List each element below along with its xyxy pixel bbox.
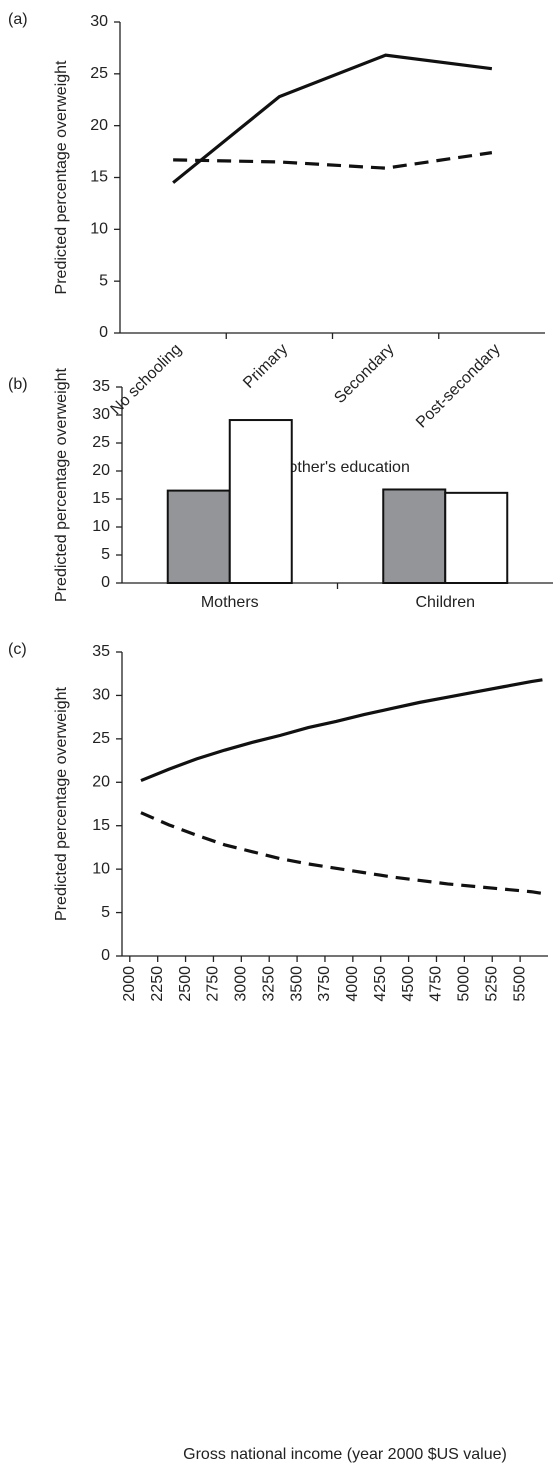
x-tick-label: Post-secondary (413, 341, 504, 432)
y-tick-label: 10 (90, 221, 108, 238)
y-tick-label: 35 (92, 643, 110, 660)
y-tick-label: 25 (92, 730, 110, 747)
y-tick-label: 5 (101, 546, 110, 563)
x-tick-label: 4000 (344, 966, 361, 1002)
x-tick-label: Primary (240, 341, 291, 392)
x-tick-label: 2000 (121, 966, 138, 1002)
bar (166, 489, 231, 585)
line-series (140, 811, 543, 896)
line-series (140, 678, 543, 783)
y-tick-label: 5 (99, 272, 108, 289)
x-tick-label: Mothers (201, 594, 259, 611)
x-tick-label: 2750 (205, 966, 222, 1002)
y-tick-label: 30 (92, 687, 110, 704)
x-tick-label: 5500 (511, 966, 528, 1002)
y-tick-label: 5 (101, 904, 110, 921)
y-tick-label: 20 (92, 462, 110, 479)
x-tick-label: 4500 (400, 966, 417, 1002)
y-tick-label: 30 (90, 13, 108, 30)
bar (382, 488, 447, 585)
y-tick-label: 10 (92, 518, 110, 535)
panel-label: (c) (8, 641, 27, 658)
y-axis-label: Predicted percentage overweight (53, 367, 70, 601)
y-axis-label: Predicted percentage overweight (53, 60, 70, 294)
x-tick-label: 3000 (233, 966, 250, 1002)
x-tick-label: No schooling (108, 341, 185, 418)
y-tick-label: 25 (92, 434, 110, 451)
x-tick-label: 2500 (177, 966, 194, 1002)
x-tick-label: 5000 (456, 966, 473, 1002)
x-tick-label: 4250 (372, 966, 389, 1002)
line-series (172, 53, 493, 184)
panel-label: (b) (8, 376, 28, 393)
x-axis-label: Gross national income (year 2000 $US val… (183, 1446, 507, 1463)
y-tick-label: 0 (99, 324, 108, 341)
y-tick-label: 15 (92, 490, 110, 507)
y-tick-label: 20 (92, 774, 110, 791)
y-tick-label: 25 (90, 65, 108, 82)
x-tick-label: 4750 (428, 966, 445, 1002)
y-tick-label: 15 (90, 169, 108, 186)
x-tick-label: Secondary (331, 341, 397, 407)
y-tick-label: 20 (90, 117, 108, 134)
x-tick-label: 5250 (483, 966, 500, 1002)
panel-label: (a) (8, 11, 28, 28)
line-series (173, 151, 493, 170)
bar (444, 491, 509, 584)
x-tick-label: 3250 (260, 966, 277, 1002)
y-axis-label: Predicted percentage overweight (53, 686, 70, 920)
y-tick-label: 0 (101, 947, 110, 964)
y-tick-label: 35 (92, 378, 110, 395)
x-axis-label: Mother's education (275, 459, 410, 476)
x-tick-label: Children (415, 594, 475, 611)
x-tick-label: 2250 (149, 966, 166, 1002)
bar (228, 419, 293, 585)
x-tick-label: 3750 (316, 966, 333, 1002)
y-tick-label: 0 (101, 574, 110, 591)
y-tick-label: 10 (92, 860, 110, 877)
y-tick-label: 15 (92, 817, 110, 834)
y-tick-label: 30 (92, 406, 110, 423)
x-tick-label: 3500 (288, 966, 305, 1002)
